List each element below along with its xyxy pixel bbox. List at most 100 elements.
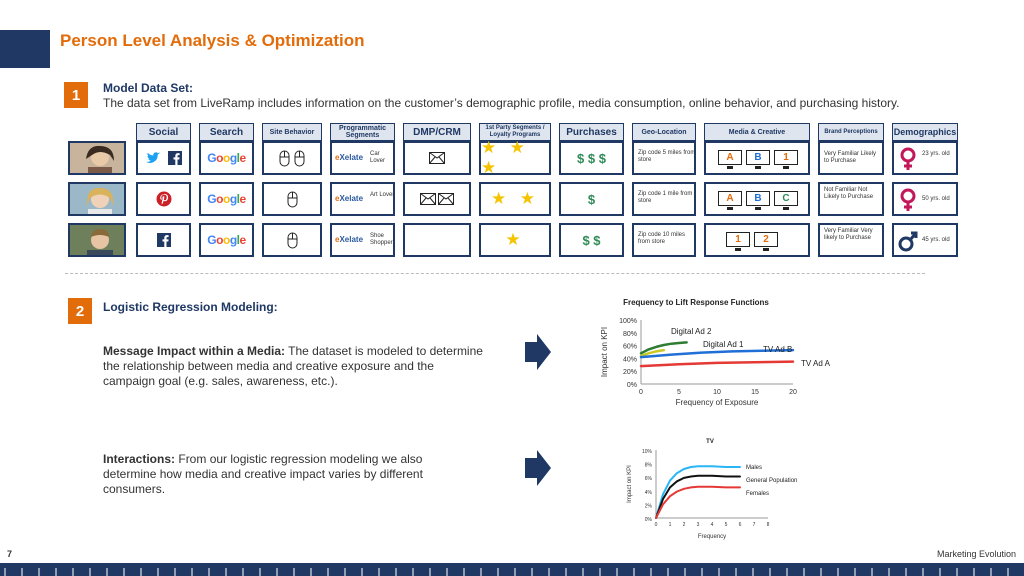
purchase-level: $ [587, 191, 596, 207]
site-behavior-cell [262, 141, 322, 175]
footer-ticks [4, 568, 1009, 576]
section-divider [65, 273, 925, 274]
series-label: General Population [746, 478, 797, 484]
site-behavior-cell [262, 223, 322, 257]
table-header-4: DMP/CRM [403, 123, 471, 141]
purchase-level: $ $ [582, 232, 601, 248]
x-axis-label: Frequency of Exposure [676, 398, 759, 407]
geo-text: Zip code 1 mile from store [638, 191, 693, 204]
series-label: Digital Ad 1 [703, 340, 744, 349]
interactions-paragraph: Interactions: From our logistic regressi… [103, 452, 463, 497]
message-impact-label: Message Impact within a Media: [103, 344, 286, 358]
footer-brand: Marketing Evolution [936, 549, 1016, 559]
female-symbol-icon [900, 147, 916, 170]
x-tick-label: 6 [739, 522, 742, 528]
twitter-icon [145, 152, 160, 163]
y-axis-label: Impact on KPI [627, 465, 633, 503]
message-impact-paragraph: Message Impact within a Media: The datas… [103, 344, 483, 389]
facebook-icon [156, 233, 171, 247]
y-tick-label: 60% [623, 344, 637, 351]
social-cell [136, 182, 191, 216]
brand-perception-cell: Very Familiar Likely to Purchase [818, 141, 884, 175]
mail-icon [438, 193, 454, 205]
section-2-number: 2 [68, 298, 92, 324]
star-rating: ★ ★ [491, 189, 539, 209]
section-1-text: The data set from LiveRamp includes info… [103, 96, 900, 110]
table-header-6: Purchases [559, 123, 624, 141]
loyalty-cell: ★ ★ [479, 182, 551, 216]
page-title: Person Level Analysis & Optimization [60, 31, 365, 50]
age-text: 50 yrs. old [922, 196, 950, 202]
y-tick-label: 10% [642, 449, 653, 455]
table-header-10: Demographics [892, 123, 958, 141]
age-text: 23 yrs. old [922, 151, 950, 157]
y-tick-label: 40% [623, 356, 637, 363]
series-label: Females [746, 491, 769, 497]
series-line [639, 360, 795, 368]
brand-perception-cell: Very Familiar Very likely to Purchase [818, 223, 884, 257]
tv-screen-icon: B [746, 191, 770, 210]
geo-text: Zip code 5 miles from store [638, 150, 696, 163]
x-tick-label: 2 [683, 522, 686, 528]
y-tick-label: 0% [627, 382, 637, 389]
purchases-cell: $ [559, 182, 624, 216]
person-photo-1 [68, 141, 126, 175]
table-header-9: Brand Perceptions [818, 123, 884, 141]
tv-screen-icon: C [774, 191, 798, 210]
interactions-label: Interactions: [103, 452, 176, 466]
dmp-crm-cell [403, 182, 471, 216]
tv-screen-icon: 1 [726, 232, 750, 251]
table-header-5: 1st Party Segments / Loyalty Programs [479, 123, 551, 141]
male-symbol-icon [898, 231, 918, 252]
perception-text: Very Familiar Very likely to Purchase [824, 228, 873, 241]
footer-bar [0, 563, 1024, 576]
x-tick-label: 10 [713, 389, 721, 396]
table-header-7: Geo-Location [632, 123, 696, 141]
title-accent-bar [0, 30, 50, 68]
y-tick-label: 100% [619, 318, 637, 325]
geo-text: Zip code 10 miles from store [638, 232, 686, 245]
y-tick-label: 20% [623, 369, 637, 376]
facebook-icon [167, 151, 182, 165]
x-tick-label: 8 [767, 522, 770, 528]
mouse-icon [294, 150, 305, 166]
interactions-text: From our logistic regression modeling we… [103, 452, 423, 496]
exelate-logo: eXelate [335, 153, 364, 162]
tv-screen-icon: B [746, 150, 770, 169]
series-line [639, 341, 688, 355]
google-logo: Google [207, 192, 246, 206]
y-tick-label: 6% [645, 476, 653, 482]
google-logo: Google [207, 151, 246, 165]
series-label: Digital Ad 2 [671, 327, 712, 336]
purchases-cell: $ $ $ [559, 141, 624, 175]
person-photo-3 [68, 223, 126, 257]
brand-perception-cell: Not Familiar Not Likely to Purchase [818, 182, 884, 216]
x-tick-label: 5 [677, 389, 681, 396]
arrow-right-icon [525, 450, 551, 486]
perception-text: Very Familiar Likely to Purchase [824, 151, 877, 164]
pinterest-icon [156, 191, 171, 207]
search-cell: Google [199, 141, 254, 175]
geo-location-cell: Zip code 10 miles from store [632, 223, 696, 257]
y-tick-label: 2% [645, 503, 653, 509]
y-tick-label: 8% [645, 463, 653, 469]
series-label: TV Ad A [801, 359, 831, 368]
x-tick-label: 20 [789, 389, 797, 396]
site-behavior-cell [262, 182, 322, 216]
person-photo-2 [68, 182, 126, 216]
series-line [639, 348, 666, 358]
demographics-cell: 23 yrs. old [892, 141, 958, 175]
y-tick-label: 80% [623, 331, 637, 338]
dmp-crm-cell [403, 223, 471, 257]
demographics-cell: 45 yrs. old [892, 223, 958, 257]
arrow-right-icon [525, 334, 551, 370]
x-tick-label: 5 [725, 522, 728, 528]
tv-interaction-chart: TV 0% 2% 4% 6% 8% 10% 0 1 2 3 4 5 6 7 8 Frequency Impact … [627, 439, 797, 540]
series-label: TV Ad B [763, 345, 792, 354]
segment-label: Art Lover [370, 192, 395, 198]
segment-label: Shoe Shopper [370, 233, 393, 246]
purchases-cell: $ $ [559, 223, 624, 257]
section-2-heading: Logistic Regression Modeling: [103, 300, 278, 314]
